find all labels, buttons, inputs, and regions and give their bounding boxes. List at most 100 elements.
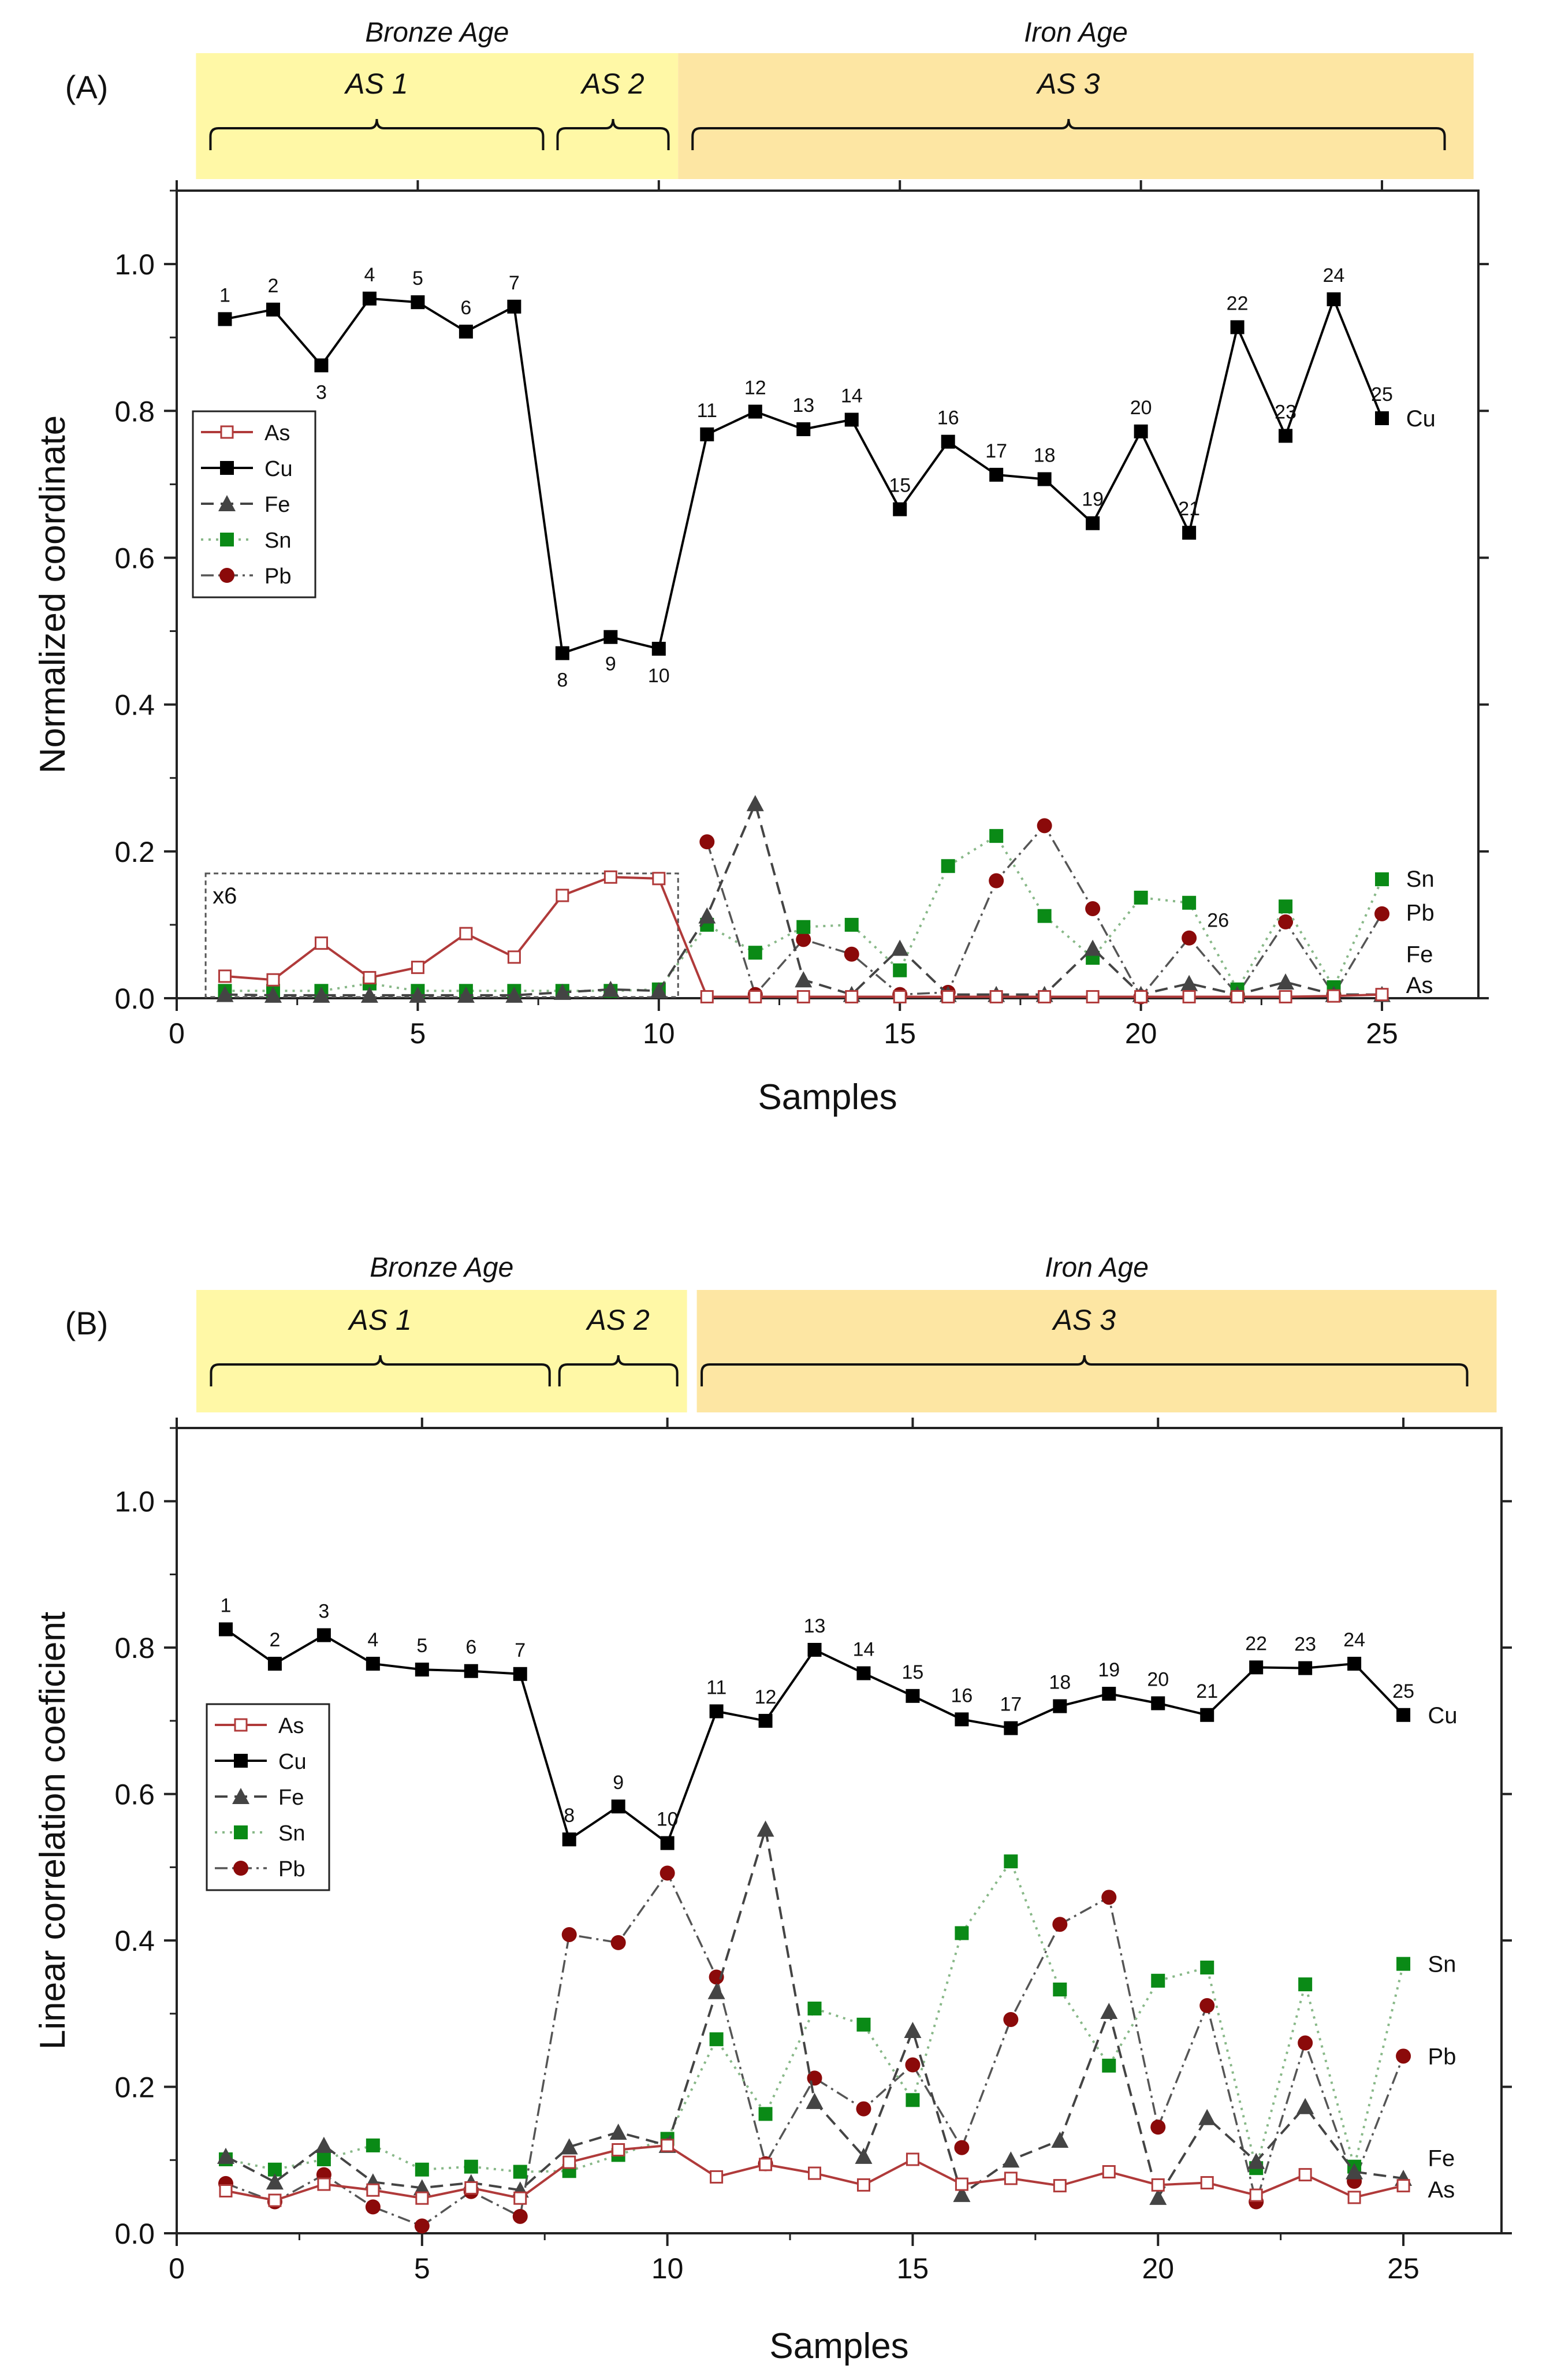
cu-point bbox=[893, 502, 907, 516]
y-axis-label: Normalized coordinate bbox=[33, 415, 73, 774]
iron-age-band bbox=[678, 53, 1474, 179]
cu-point-label: 18 bbox=[1049, 1672, 1071, 1694]
group-label-as-1: AS 1 bbox=[344, 68, 408, 100]
sn-point bbox=[1182, 895, 1197, 910]
x-axis-label: Samples bbox=[758, 1077, 897, 1117]
series-sn-end-label: Sn bbox=[1406, 867, 1435, 892]
cu-point-label: 5 bbox=[416, 1635, 427, 1657]
cu-point-label: 14 bbox=[841, 385, 863, 407]
as-point bbox=[808, 2166, 822, 2180]
panel-label: (A) bbox=[65, 69, 109, 105]
cu-point-label: 24 bbox=[1343, 1629, 1365, 1651]
fe-point bbox=[650, 982, 668, 999]
as-point bbox=[603, 870, 617, 884]
group-brace-as-2 bbox=[558, 1355, 679, 1386]
cu-point-label: 19 bbox=[1098, 1659, 1120, 1681]
cu-point bbox=[464, 1664, 478, 1678]
cu-point bbox=[603, 630, 618, 644]
series-as-end-label: As bbox=[1406, 973, 1433, 998]
cu-point bbox=[218, 1622, 233, 1637]
sn-point bbox=[415, 2162, 429, 2177]
cu-point bbox=[459, 325, 473, 339]
pb-point bbox=[365, 2199, 381, 2215]
pb-point bbox=[1199, 1998, 1215, 2013]
pb-point bbox=[905, 2057, 921, 2073]
cu-point-label: 22 bbox=[1227, 292, 1249, 314]
pb-point bbox=[1182, 930, 1197, 946]
cu-point-label: 6 bbox=[465, 1637, 476, 1658]
cu-point-label: 11 bbox=[706, 1676, 726, 1698]
as-point bbox=[700, 990, 714, 1003]
cu-point-label: 22 bbox=[1245, 1632, 1267, 1654]
iron-age-band bbox=[696, 1290, 1497, 1412]
x-tick-label: 0 bbox=[169, 1017, 185, 1050]
iron-age-label: Iron Age bbox=[1024, 17, 1128, 48]
panel-label: (B) bbox=[65, 1305, 109, 1341]
cu-point bbox=[1182, 526, 1197, 540]
cu-point bbox=[555, 646, 569, 660]
cu-point-label: 1 bbox=[219, 284, 230, 306]
y-tick-label: 0.2 bbox=[114, 836, 155, 868]
as-point bbox=[748, 990, 762, 1003]
group-label-as-1: AS 1 bbox=[347, 1304, 411, 1336]
fe-point bbox=[904, 2021, 922, 2038]
cu-point bbox=[562, 1832, 576, 1847]
group-brace-as-1 bbox=[209, 118, 545, 150]
fe-point bbox=[413, 2179, 431, 2196]
cu-point-label: 5 bbox=[412, 267, 423, 289]
cu-point bbox=[1053, 1699, 1067, 1713]
as-point bbox=[1347, 2191, 1361, 2204]
as-point bbox=[415, 2191, 429, 2205]
sn-point bbox=[1037, 909, 1052, 923]
y-tick-label: 0.8 bbox=[114, 395, 155, 427]
as-point bbox=[1375, 988, 1389, 1002]
legend-sn-label: Sn bbox=[278, 1821, 305, 1846]
as-point bbox=[1151, 2178, 1165, 2192]
as-point bbox=[1200, 2176, 1214, 2190]
pb-point bbox=[844, 946, 859, 962]
legend: As Cu Fe Sn Pb bbox=[206, 1703, 330, 1891]
x-tick-label: 5 bbox=[414, 2252, 430, 2285]
triangle-icon bbox=[232, 1788, 249, 1804]
as-point bbox=[856, 2178, 870, 2192]
cu-point bbox=[362, 291, 377, 306]
cu-point-label: 25 bbox=[1371, 384, 1393, 406]
green-square-icon bbox=[220, 533, 234, 546]
sn-point bbox=[513, 2165, 527, 2179]
group-brace-as-3 bbox=[701, 1355, 1469, 1386]
triangle-icon bbox=[218, 495, 236, 511]
as-point bbox=[1231, 990, 1245, 1003]
as-point bbox=[893, 990, 907, 1003]
pb-point bbox=[1374, 906, 1390, 921]
fe-point bbox=[217, 2147, 234, 2164]
sn-point bbox=[796, 920, 811, 934]
y-axis-label: Linear correlation coeficient bbox=[33, 1612, 73, 2050]
cu-point-label: 25 bbox=[1392, 1680, 1414, 1702]
open-square-icon bbox=[220, 425, 234, 439]
cu-point bbox=[1347, 1657, 1362, 1671]
fe-point bbox=[795, 971, 813, 988]
pb-point bbox=[709, 1969, 724, 1985]
cu-point-label: 4 bbox=[367, 1629, 378, 1651]
cu-point bbox=[1249, 1660, 1264, 1675]
pb-point bbox=[561, 1927, 577, 1942]
x-tick-label: 0 bbox=[169, 2252, 185, 2285]
fe-point bbox=[216, 986, 234, 1002]
x-tick-label: 5 bbox=[410, 1017, 426, 1050]
sn-point bbox=[1134, 890, 1148, 905]
green-square-icon bbox=[234, 1825, 248, 1839]
cu-point-label: 2 bbox=[268, 275, 279, 297]
cu-point-label: 3 bbox=[318, 1601, 329, 1623]
sn-point bbox=[1102, 2058, 1116, 2073]
as-point bbox=[796, 990, 810, 1003]
cu-point bbox=[758, 1713, 773, 1728]
series-as: As bbox=[218, 870, 1433, 1003]
as-point bbox=[513, 2191, 527, 2205]
cu-point bbox=[989, 467, 1004, 482]
pb-point bbox=[1278, 914, 1294, 929]
as-point bbox=[1134, 990, 1148, 1003]
iron-age-label: Iron Age bbox=[1045, 1252, 1149, 1283]
as-point bbox=[612, 2143, 625, 2157]
x-tick-label: 10 bbox=[651, 2252, 684, 2285]
